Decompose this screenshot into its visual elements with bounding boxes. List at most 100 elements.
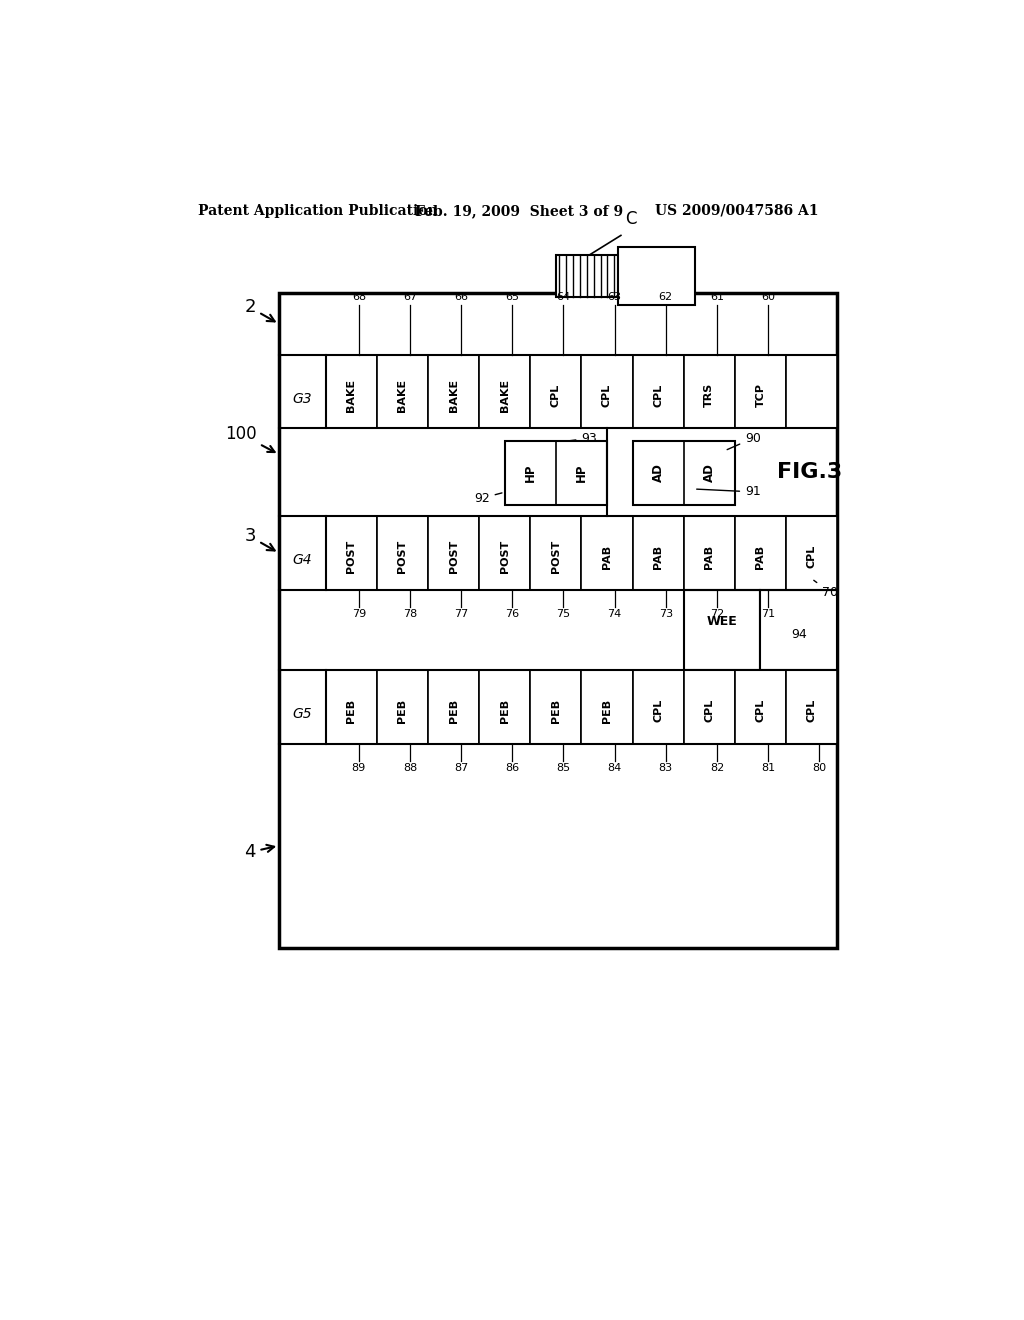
Text: POST: POST [449,540,459,573]
Text: 67: 67 [403,293,417,302]
Text: 65: 65 [505,293,519,302]
Text: CPL: CPL [807,545,816,569]
Text: 75: 75 [556,609,570,619]
Text: PAB: PAB [602,545,612,569]
Bar [530,671,582,743]
Text: 83: 83 [658,763,673,772]
Text: G4: G4 [293,553,312,568]
Bar [761,590,838,671]
Bar [786,516,838,590]
Text: 92: 92 [474,492,502,504]
Text: 90: 90 [727,432,761,450]
Text: POST: POST [551,540,561,573]
Bar [428,355,479,428]
Text: 2: 2 [245,298,274,322]
Text: CPL: CPL [756,700,765,722]
Text: CPL: CPL [705,700,715,722]
Text: PEB: PEB [346,698,356,723]
Text: 70: 70 [814,581,838,599]
Bar [735,516,786,590]
Text: 94: 94 [791,627,807,640]
Text: 62: 62 [658,293,673,302]
Text: PEB: PEB [500,698,510,723]
Bar [326,516,377,590]
Text: G5: G5 [293,708,312,721]
Bar [428,671,479,743]
Text: WEE: WEE [707,615,737,628]
Text: 85: 85 [556,763,570,772]
Text: 72: 72 [710,609,724,619]
Text: PEB: PEB [449,698,459,723]
Bar [684,671,735,743]
Text: 84: 84 [607,763,622,772]
Text: CPL: CPL [807,700,816,722]
Text: 60: 60 [761,293,775,302]
Text: Feb. 19, 2009  Sheet 3 of 9: Feb. 19, 2009 Sheet 3 of 9 [415,203,623,218]
Bar [479,355,530,428]
Text: BAKE: BAKE [397,379,408,412]
Bar [684,355,735,428]
Text: 71: 71 [761,609,775,619]
Bar [786,355,838,428]
Text: CPL: CPL [551,383,561,407]
Bar [280,293,838,948]
Text: PEB: PEB [551,698,561,723]
Text: PAB: PAB [705,545,715,569]
Bar [684,590,761,671]
Text: 87: 87 [454,763,468,772]
Text: 66: 66 [455,293,468,302]
Text: 3: 3 [245,528,274,550]
Text: POST: POST [397,540,408,573]
Text: TCP: TCP [756,383,765,407]
Text: CPL: CPL [602,383,612,407]
Bar [582,355,633,428]
Text: US 2009/0047586 A1: US 2009/0047586 A1 [655,203,818,218]
Bar [377,355,428,428]
Bar [684,516,735,590]
Text: Patent Application Publication: Patent Application Publication [198,203,437,218]
Bar [735,355,786,428]
Text: 81: 81 [761,763,775,772]
Text: CPL: CPL [653,700,664,722]
Text: PEB: PEB [397,698,408,723]
Text: 76: 76 [505,609,519,619]
Text: PEB: PEB [602,698,612,723]
Text: 89: 89 [352,763,366,772]
Bar [617,247,695,305]
Text: 68: 68 [352,293,366,302]
Text: C: C [625,210,636,227]
Text: BAKE: BAKE [346,379,356,412]
Text: AD: AD [651,463,665,483]
Bar [530,355,582,428]
Text: 64: 64 [556,293,570,302]
Bar [735,671,786,743]
Bar [633,441,735,506]
Text: CPL: CPL [653,383,664,407]
Text: HP: HP [523,463,537,482]
Text: BAKE: BAKE [449,379,459,412]
Bar [582,671,633,743]
Text: POST: POST [346,540,356,573]
Bar [326,355,377,428]
Bar [377,516,428,590]
Text: G3: G3 [293,392,312,405]
Text: PAB: PAB [653,545,664,569]
Bar [556,255,617,297]
Text: FIG.3: FIG.3 [777,462,843,482]
Bar [633,516,684,590]
Text: 61: 61 [710,293,724,302]
Bar [530,516,582,590]
Text: TRS: TRS [705,383,715,407]
Bar [786,671,838,743]
Text: 80: 80 [812,763,826,772]
Bar [326,671,377,743]
Bar [479,516,530,590]
Text: 100: 100 [225,425,274,451]
Text: 91: 91 [696,486,761,499]
Text: PAB: PAB [756,545,765,569]
Text: 86: 86 [505,763,519,772]
Text: 73: 73 [658,609,673,619]
Text: 74: 74 [607,609,622,619]
Bar [633,671,684,743]
Text: HP: HP [574,463,588,482]
